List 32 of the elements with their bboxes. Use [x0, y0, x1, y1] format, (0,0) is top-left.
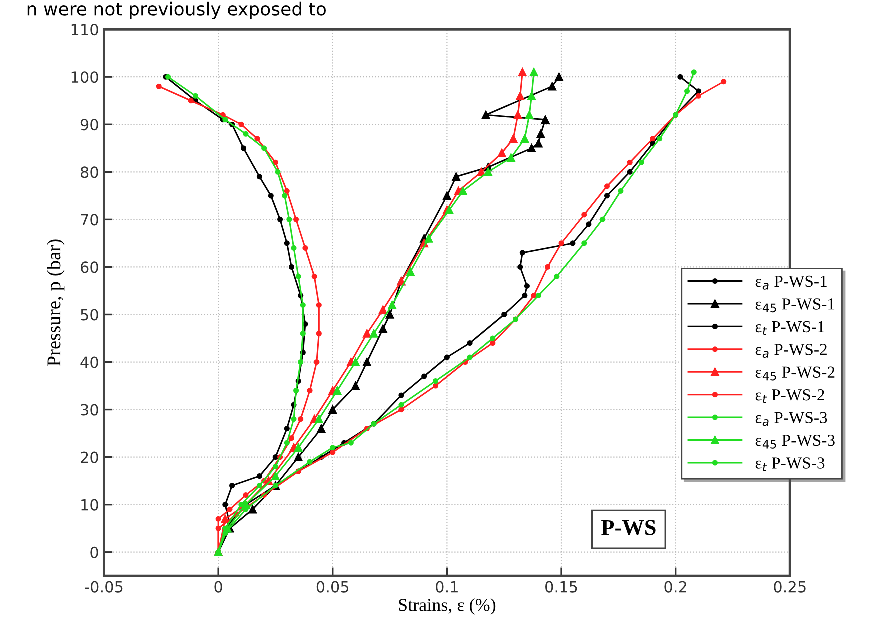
x-tick-label: 0.05	[316, 581, 349, 593]
y-tick-label: 20	[81, 452, 98, 464]
legend-label: ε$_{a}$ P-WS-2	[756, 344, 827, 358]
x-tick-label: 0.15	[546, 581, 578, 593]
y-axis-title: Pressure, p (bar)	[47, 240, 65, 366]
x-tick-label: 0.1	[436, 581, 458, 593]
y-tick-label: 30	[81, 404, 98, 416]
legend-label: ε$_{45}$ P-WS-2	[756, 366, 835, 381]
legend-label: ε$_{a}$ P-WS-3	[756, 412, 828, 426]
annotation: P-WS	[602, 520, 656, 536]
legend-label: ε$_{t}$ P-WS-3	[756, 458, 825, 472]
y-tick-label: 70	[81, 214, 98, 226]
x-axis-title: Strains, ε (%)	[399, 598, 496, 615]
legend-label: ε$_{45}$ P-WS-1	[756, 298, 835, 313]
y-tick-label: 10	[82, 499, 98, 511]
legend-label: ε$_{t}$ P-WS-2	[756, 390, 824, 404]
x-tick-label: 0	[214, 581, 222, 593]
y-tick-label: 50	[81, 309, 98, 321]
legend-label: ε$_{a}$ P-WS-1	[756, 276, 827, 290]
legend-label: ε$_{t}$ P-WS-1	[756, 321, 824, 336]
x-tick-label: 0.25	[774, 581, 806, 593]
text: n were not previously exposed to	[28, 2, 326, 20]
y-tick-label: 80	[80, 166, 98, 178]
x-tick-label: -0.05	[85, 581, 123, 593]
y-tick-label: 100	[72, 72, 98, 84]
x-tick-label: 0.2	[664, 581, 686, 593]
legend-label: ε$_{45}$ P-WS-3	[756, 434, 835, 449]
y-tick-label: 90	[80, 119, 98, 131]
y-tick-label: 110	[72, 24, 98, 36]
y-tick-label: 60	[81, 262, 98, 274]
y-tick-label: 0	[90, 546, 98, 558]
y-tick-label: 40	[80, 356, 98, 368]
